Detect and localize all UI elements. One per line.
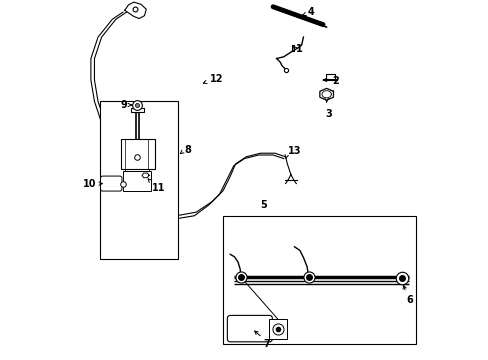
Text: 13: 13: [287, 147, 301, 157]
Text: 10: 10: [83, 179, 97, 189]
Text: 3: 3: [325, 109, 331, 118]
Bar: [123, 171, 151, 191]
Text: 12: 12: [209, 74, 223, 84]
FancyBboxPatch shape: [227, 315, 272, 342]
Text: 1: 1: [296, 44, 303, 54]
Bar: [100, 102, 178, 258]
Bar: [223, 216, 415, 344]
Bar: [121, 139, 155, 169]
Text: 2: 2: [332, 76, 339, 86]
Text: 9: 9: [120, 100, 127, 110]
Text: 6: 6: [406, 296, 412, 305]
Text: 7: 7: [263, 339, 270, 349]
FancyBboxPatch shape: [101, 176, 122, 191]
Text: 5: 5: [260, 201, 267, 210]
Text: 11: 11: [151, 183, 165, 193]
Text: 8: 8: [184, 145, 191, 156]
Bar: [268, 319, 286, 339]
Bar: [131, 108, 143, 112]
Text: 4: 4: [307, 7, 314, 17]
